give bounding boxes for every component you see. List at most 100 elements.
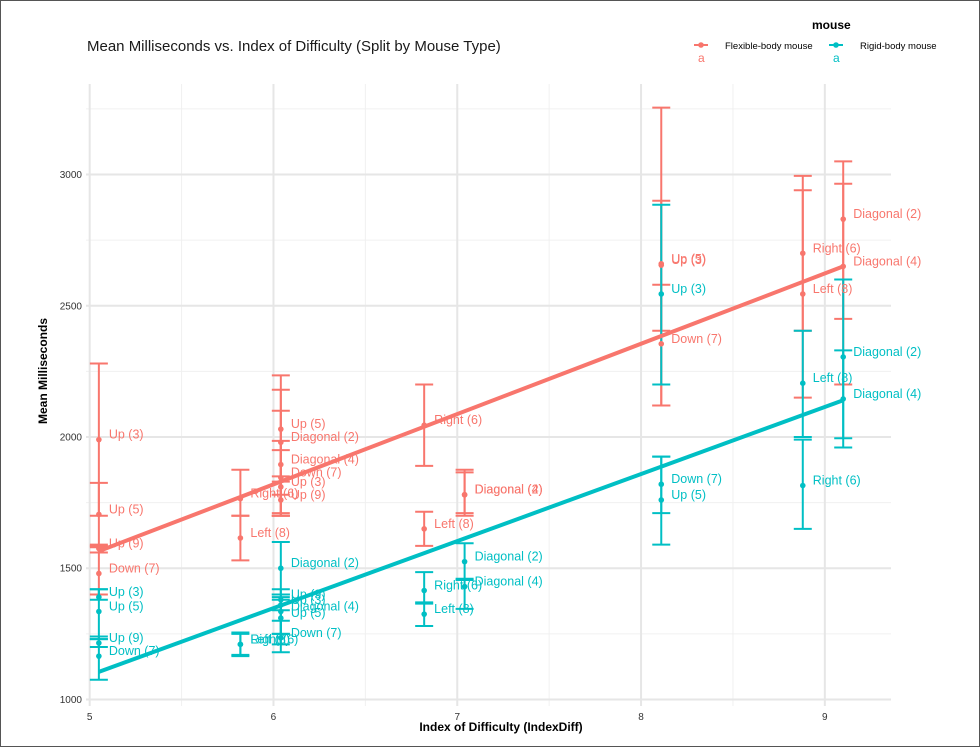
legend: mouse a Flexible-body mouse a Rigid-body mo… xyxy=(694,18,937,65)
flexible-point-label: Down (7) xyxy=(109,561,160,575)
rigid-point-label: Right (6) xyxy=(813,474,861,488)
flexible-point-label: Diagonal (4) xyxy=(853,254,921,268)
flexible-data-point xyxy=(278,474,284,481)
flexible-point-label: Diagonal (2) xyxy=(291,430,359,444)
rigid-data-point xyxy=(799,380,806,386)
y-axis-title: Mean Milliseconds xyxy=(36,318,50,424)
flexible-point-label: Down (7) xyxy=(671,332,722,346)
flexible-data-point xyxy=(96,511,102,518)
flexible-data-point xyxy=(96,436,102,443)
rigid-data-point xyxy=(840,396,847,402)
chart-title: Mean Milliseconds vs. Index of Difficult… xyxy=(87,38,501,55)
rigid-point-label: Down (7) xyxy=(291,626,342,640)
flexible-point-label: Up (9) xyxy=(291,488,326,502)
flexible-data-point xyxy=(237,495,244,502)
flexible-legend-label: Flexible-body mouse xyxy=(725,41,813,52)
rigid-point-label: Right (6) xyxy=(250,632,298,646)
rigid-data-point xyxy=(461,558,468,565)
flexible-point-label: Up (3) xyxy=(291,475,326,489)
flexible-point-label: Right (6) xyxy=(813,241,861,255)
rigid-point-label: Diagonal (4) xyxy=(853,387,921,401)
flexible-data-point xyxy=(278,497,284,503)
rigid-data-point xyxy=(658,481,665,488)
flexible-data-point xyxy=(278,426,284,432)
rigid-data-point xyxy=(840,354,847,360)
flexible-point-label: Up (3) xyxy=(671,253,706,267)
rigid-data-point xyxy=(421,587,427,594)
x-tick-label: 7 xyxy=(454,712,460,723)
flexible-point-label: Up (9) xyxy=(109,537,144,551)
flexible-data-point xyxy=(840,263,847,270)
rigid-point-label: Up (9) xyxy=(291,588,326,602)
rigid-legend-key-glyph: a xyxy=(833,51,840,65)
flexible-point-label: Up (5) xyxy=(291,417,326,431)
rigid-legend-label: Rigid-body mouse xyxy=(860,41,937,52)
flexible-legend-point xyxy=(698,42,704,48)
rigid-data-point xyxy=(278,602,284,608)
point-labels: Up (3)Up (5)Up (9)Down (7)Right (6)Left … xyxy=(109,207,921,658)
y-tick-labels: 1000 1500 2000 2500 3000 xyxy=(60,170,83,706)
rigid-data-point xyxy=(799,482,806,489)
flexible-point-label: Up (5) xyxy=(671,252,706,266)
rigid-point-label: Left (8) xyxy=(434,602,474,616)
rigid-data-point xyxy=(278,565,284,572)
x-tick-label: 6 xyxy=(271,712,277,723)
flexible-data-point xyxy=(237,535,244,541)
flexible-data-point xyxy=(461,491,468,498)
rigid-point-label: Left (8) xyxy=(813,371,853,385)
flexible-legend-key-glyph: a xyxy=(698,51,705,65)
flexible-data-point xyxy=(658,262,665,268)
flexible-trend-line xyxy=(98,264,844,554)
rigid-data-point xyxy=(237,641,244,648)
flexible-point-label: Down (7) xyxy=(291,466,342,480)
flexible-data-point xyxy=(421,526,427,532)
flexible-point-label: Left (8) xyxy=(250,526,290,540)
y-tick-label: 3000 xyxy=(60,170,83,181)
grid-lines xyxy=(86,84,891,706)
rigid-legend-point xyxy=(833,42,839,48)
flexible-data-point xyxy=(96,570,102,577)
x-tick-label: 5 xyxy=(87,712,93,723)
y-tick-label: 2500 xyxy=(60,301,83,312)
flexible-point-label: Right (6) xyxy=(250,487,298,501)
rigid-data-point xyxy=(658,497,665,503)
rigid-point-label: Diagonal (2) xyxy=(475,550,543,564)
flexible-data-point xyxy=(799,291,806,297)
flexible-data-point xyxy=(840,216,847,222)
x-tick-labels: 5 6 7 8 9 xyxy=(87,712,828,723)
rigid-point-label: Diagonal (2) xyxy=(291,556,359,570)
flexible-data-point xyxy=(658,341,665,347)
rigid-data-point xyxy=(96,594,102,600)
flexible-point-label: Up (3) xyxy=(109,428,144,442)
flexible-point-label: Diagonal (4) xyxy=(291,453,359,467)
flexible-point-label: Diagonal (2) xyxy=(853,207,921,221)
rigid-point-label: Up (9) xyxy=(109,631,144,645)
y-tick-label: 1500 xyxy=(60,564,83,575)
flexible-data-point xyxy=(278,461,284,468)
rigid-point-label: Left (8) xyxy=(250,632,290,646)
legend-title: mouse xyxy=(812,18,851,32)
rigid-data-point xyxy=(96,608,102,615)
rigid-point-label: Down (7) xyxy=(671,472,722,486)
flexible-data-point xyxy=(278,439,284,446)
flexible-point-label: Up (5) xyxy=(109,502,144,516)
rigid-point-label: Up (3) xyxy=(109,585,144,599)
trend-lines xyxy=(98,264,844,674)
rigid-data-point xyxy=(96,653,102,659)
rigid-point-label: Right (6) xyxy=(434,579,482,593)
data-points xyxy=(96,216,847,659)
rigid-point-label: Diagonal (4) xyxy=(291,600,359,614)
rigid-point-label: Up (5) xyxy=(291,606,326,620)
flexible-point-label: Left (8) xyxy=(813,282,853,296)
rigid-data-point xyxy=(461,583,468,590)
flexible-data-point xyxy=(421,422,427,428)
rigid-data-point xyxy=(278,608,284,615)
rigid-data-point xyxy=(278,634,284,641)
x-tick-label: 9 xyxy=(822,712,828,723)
y-tick-label: 1000 xyxy=(60,695,83,706)
rigid-trend-line xyxy=(98,398,844,674)
rigid-data-point xyxy=(421,611,427,617)
y-tick-label: 2000 xyxy=(60,432,83,443)
